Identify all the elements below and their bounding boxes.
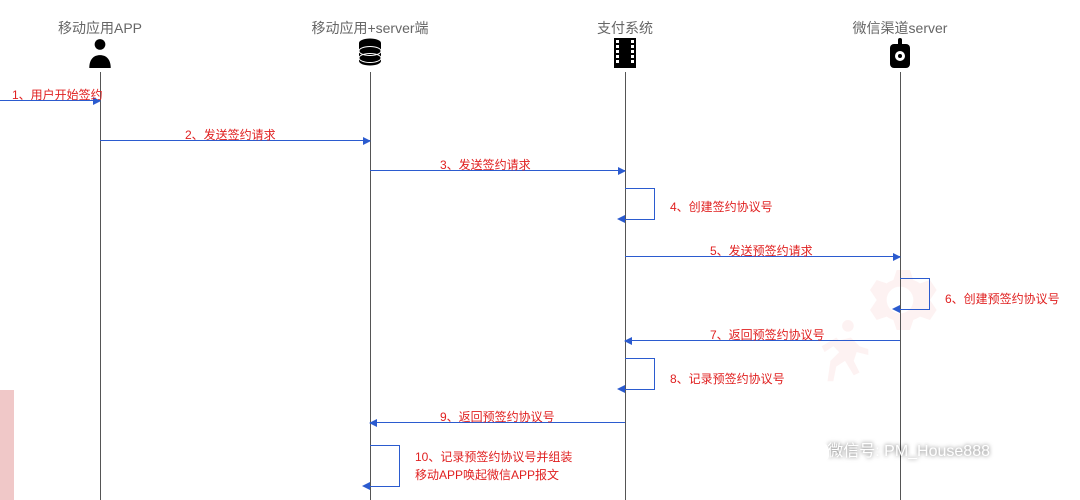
lane-title-wechat: 微信渠道server xyxy=(853,18,948,38)
msg-1-label: 1、用户开始签约 xyxy=(12,86,103,103)
msg-6-self xyxy=(900,278,930,310)
lane-title-app: 移动应用APP xyxy=(58,18,142,38)
msg-8-label: 8、记录预签约协议号 xyxy=(670,370,785,387)
msg-2-label: 2、发送签约请求 xyxy=(185,126,276,143)
wechat-id-text: 微信号: PM_House888 xyxy=(827,437,990,461)
lane-title-server: 移动应用+server端 xyxy=(311,18,428,38)
lifeline-pay xyxy=(625,72,626,500)
person-icon xyxy=(87,38,113,68)
msg-10-label-line1: 10、记录预签约协议号并组装 xyxy=(415,448,572,465)
msg-7-label: 7、返回预签约协议号 xyxy=(710,326,825,343)
msg-9-label: 9、返回预签约协议号 xyxy=(440,408,555,425)
msg-4-self xyxy=(625,188,655,220)
left-watermark-bar xyxy=(0,390,14,500)
wechat-logo-icon xyxy=(793,436,819,462)
msg-5-label: 5、发送预签约请求 xyxy=(710,242,813,259)
msg-3-label: 3、发送签约请求 xyxy=(440,156,531,173)
wechat-watermark: 微信号: PM_House888 xyxy=(793,436,990,462)
msg-4-label: 4、创建签约协议号 xyxy=(670,198,773,215)
database-icon xyxy=(358,38,382,68)
msg-10-label-line2: 移动APP唤起微信APP报文 xyxy=(415,466,559,483)
lifeline-app xyxy=(100,72,101,500)
film-icon xyxy=(614,38,636,68)
gear-tag-icon xyxy=(886,38,914,70)
lane-title-pay: 支付系统 xyxy=(597,18,653,38)
msg-6-label: 6、创建预签约协议号 xyxy=(945,290,1060,307)
msg-8-self xyxy=(625,358,655,390)
msg-10-self xyxy=(370,445,400,487)
